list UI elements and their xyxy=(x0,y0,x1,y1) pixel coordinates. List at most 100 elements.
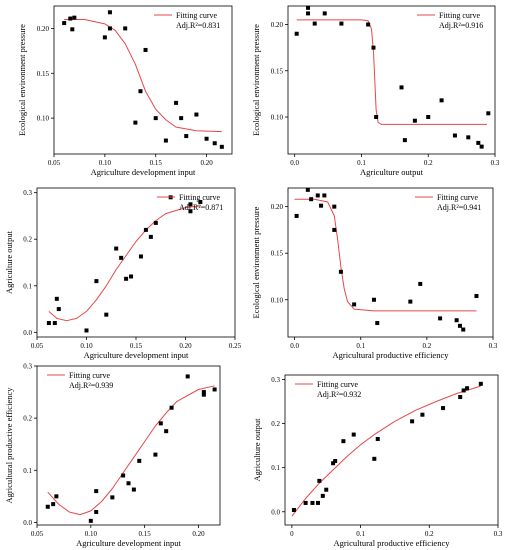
plot-frame xyxy=(53,5,233,155)
data-point xyxy=(137,458,142,463)
x-tick-label: 0.15 xyxy=(139,530,152,538)
x-tick-label: 0.10 xyxy=(99,159,112,167)
plot-frame xyxy=(36,365,221,526)
data-point xyxy=(143,47,148,52)
x-tick-label: 0.05 xyxy=(31,530,44,538)
data-point xyxy=(56,307,61,312)
data-point xyxy=(474,294,479,299)
data-point xyxy=(305,187,310,192)
data-point xyxy=(309,197,314,202)
data-point xyxy=(375,436,380,441)
x-tick-label: 0.10 xyxy=(85,530,98,538)
data-point xyxy=(418,281,423,286)
fit-curve xyxy=(64,19,222,133)
data-point xyxy=(184,134,189,139)
data-point xyxy=(351,432,356,437)
y-axis-label: Agriculture output xyxy=(4,230,14,294)
x-tick-label: 0.20 xyxy=(200,159,213,167)
x-axis-label: Agriculture development input xyxy=(84,350,189,360)
data-point xyxy=(374,115,379,119)
data-point xyxy=(54,494,59,499)
data-point xyxy=(174,100,179,105)
y-tick-label: 0.0 xyxy=(271,508,280,516)
data-point xyxy=(133,120,138,125)
data-point xyxy=(88,518,93,523)
adj-r2-annotation: Adj.R²=0.941 xyxy=(437,203,481,212)
data-point xyxy=(476,140,481,145)
x-tick-label: 0.15 xyxy=(150,159,163,167)
chart-panel-6: 0 0.1 0.2 0.3 0.0 0.1 0.2 0.3 Agricultural produ… xyxy=(252,374,503,548)
data-point xyxy=(310,500,315,505)
data-point xyxy=(212,141,217,146)
adj-r2-annotation: Adj.R²=0.871 xyxy=(179,203,223,212)
data-point xyxy=(126,481,131,486)
data-point xyxy=(169,405,174,410)
y-tick-label: 0.15 xyxy=(37,70,50,78)
data-point xyxy=(45,504,50,509)
data-point xyxy=(123,26,128,31)
x-tick-label: 0.0 xyxy=(290,342,299,350)
data-point xyxy=(129,274,134,279)
y-axis-label: Agriculture output xyxy=(252,418,262,482)
data-point xyxy=(371,297,376,302)
data-point xyxy=(70,27,75,32)
data-point xyxy=(52,321,57,326)
data-point xyxy=(46,321,51,326)
data-point xyxy=(84,328,89,333)
data-point xyxy=(219,144,224,149)
data-point xyxy=(104,312,109,317)
data-point xyxy=(306,11,311,16)
data-point xyxy=(322,11,327,16)
x-axis-label: Agriculture development input xyxy=(76,538,181,548)
chart-panel-1: 0.05 0.10 0.15 0.20 0.10 0.15 0.20 Agriculture … xyxy=(17,5,233,177)
data-point xyxy=(198,199,203,204)
y-tick-label: 0.20 xyxy=(37,25,50,33)
data-point xyxy=(332,204,337,209)
data-point xyxy=(320,493,325,498)
data-point xyxy=(452,133,457,138)
x-tick-label: 0.05 xyxy=(48,159,61,167)
data-point xyxy=(194,112,199,117)
data-point xyxy=(294,213,299,218)
data-point xyxy=(138,254,143,259)
data-point xyxy=(72,15,77,20)
y-tick-label: 0.20 xyxy=(271,21,284,29)
data-point xyxy=(153,116,158,121)
data-point xyxy=(454,318,459,323)
y-tick-label: 0.15 xyxy=(271,250,284,258)
data-point xyxy=(465,386,470,391)
x-axis-label: Agriculture development input xyxy=(91,167,196,177)
data-point xyxy=(441,406,446,411)
x-tick-label: 0.05 xyxy=(31,342,44,350)
legend-label: Fitting curve xyxy=(69,371,111,380)
data-point xyxy=(317,478,322,483)
y-axis-label: Ecological environment pressure xyxy=(17,24,27,136)
data-point xyxy=(188,209,193,214)
data-point xyxy=(188,202,193,207)
x-tick-label: 0.10 xyxy=(80,342,93,350)
legend-label: Fitting curve xyxy=(176,11,218,20)
data-point xyxy=(164,429,169,434)
data-point xyxy=(294,31,299,36)
plot-frame xyxy=(287,5,496,155)
x-tick-label: 0.3 xyxy=(494,530,503,538)
y-tick-label: 0.2 xyxy=(271,420,280,428)
x-axis-label: Agriculture output xyxy=(360,167,424,177)
plot-frame xyxy=(284,374,499,526)
x-tick-label: 0.20 xyxy=(179,342,192,350)
adj-r2-annotation: Adj.R²=0.916 xyxy=(439,21,483,30)
x-tick-label: 0.2 xyxy=(422,342,431,350)
x-tick-label: 0.1 xyxy=(356,342,365,350)
legend-label: Fitting curve xyxy=(179,193,221,202)
y-tick-label: 0.3 xyxy=(271,376,280,384)
legend-label: Fitting curve xyxy=(317,380,359,389)
data-point xyxy=(461,388,466,393)
y-tick-label: 0.3 xyxy=(23,189,32,197)
data-point xyxy=(110,495,115,500)
data-point xyxy=(124,276,129,281)
data-point xyxy=(315,193,320,198)
data-point xyxy=(204,136,209,141)
data-point xyxy=(158,421,163,426)
data-point xyxy=(179,116,184,121)
data-point xyxy=(410,419,415,424)
